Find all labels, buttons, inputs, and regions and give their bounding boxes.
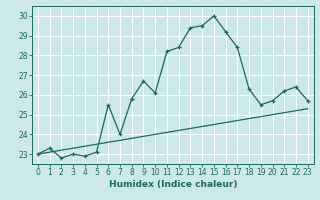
X-axis label: Humidex (Indice chaleur): Humidex (Indice chaleur) — [108, 180, 237, 189]
